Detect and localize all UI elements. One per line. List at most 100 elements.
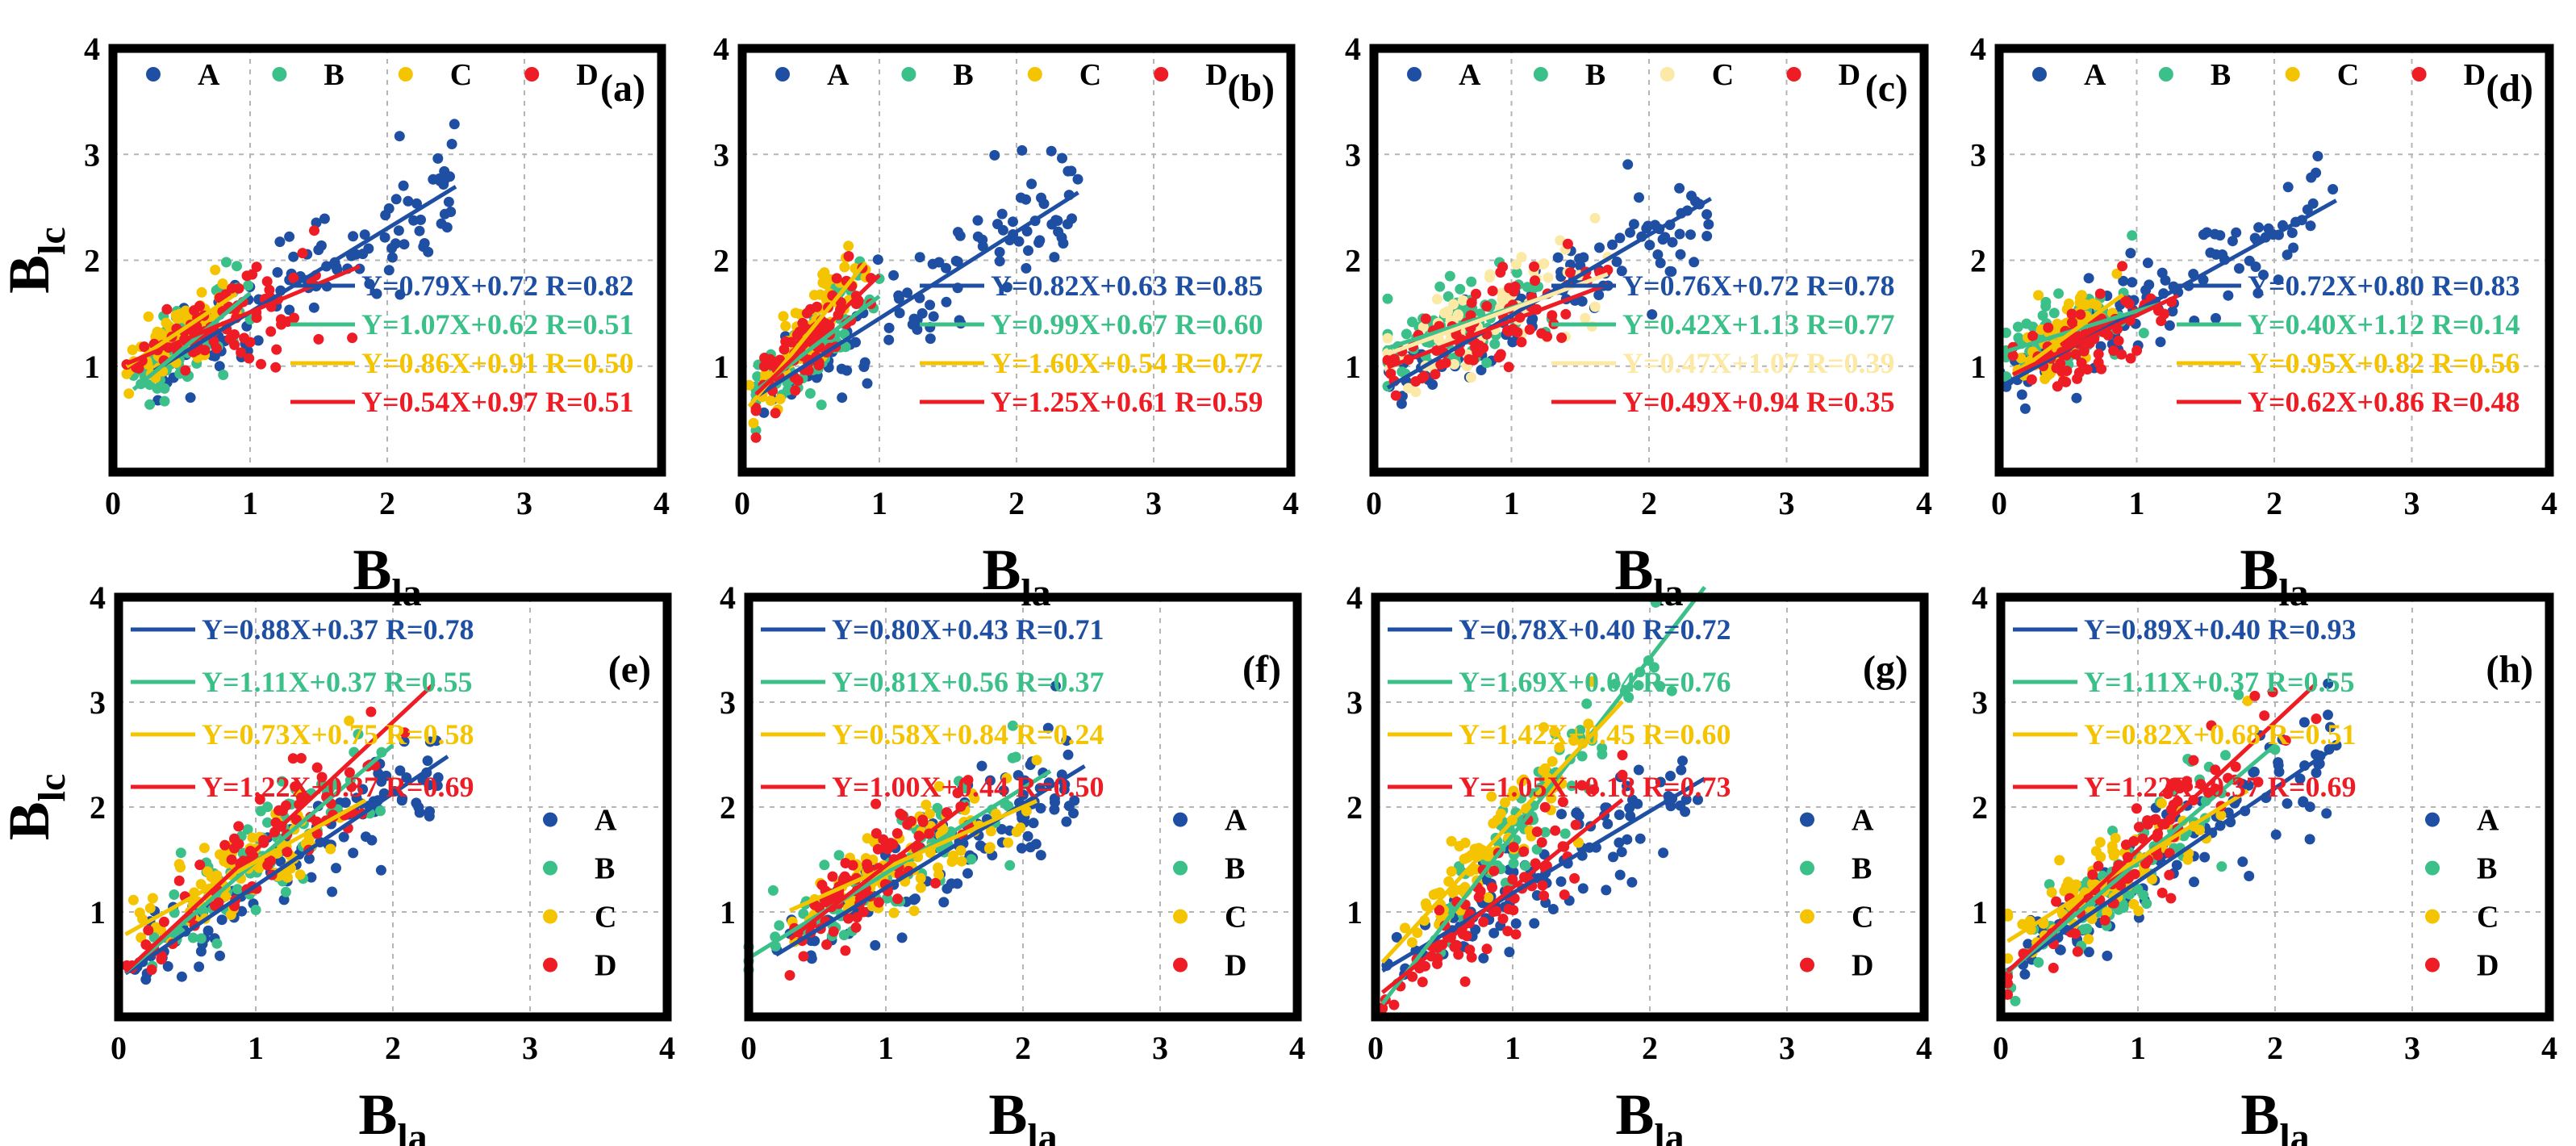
scatter-point-A xyxy=(2118,275,2129,286)
panel-label: (b) xyxy=(1227,67,1275,110)
scatter-point-A xyxy=(1507,337,1518,348)
x-tick-label: 2 xyxy=(1008,485,1025,521)
scatter-point-D xyxy=(313,333,324,345)
scatter-point-B xyxy=(2048,307,2060,319)
scatter-point-A xyxy=(806,953,817,964)
scatter-point-D xyxy=(1503,362,1514,373)
fit-equation-D: Y=0.62X+0.86 R=0.48 xyxy=(2248,386,2520,418)
legend-marker-C xyxy=(543,909,557,924)
x-axis-title-subscript: la xyxy=(1654,1116,1684,1146)
scatter-point-B xyxy=(1633,680,1644,691)
scatter-point-C xyxy=(134,907,145,918)
scatter-point-D xyxy=(213,897,224,908)
scatter-point-A xyxy=(386,252,398,263)
scatter-point-A xyxy=(2304,834,2315,845)
scatter-point-C xyxy=(1454,841,1465,851)
scatter-point-C xyxy=(144,902,156,914)
scatter-point-B xyxy=(819,860,830,871)
scatter-point-D xyxy=(2252,776,2264,788)
x-axis-title-subscript: la xyxy=(397,1116,427,1146)
scatter-point-A xyxy=(1008,216,1018,228)
fit-equation-A: Y=0.80X+0.43 R=0.71 xyxy=(832,613,1104,646)
scatter-point-D xyxy=(2128,836,2140,847)
scatter-point-D xyxy=(233,839,244,850)
scatter-point-A xyxy=(859,357,870,368)
scatter-point-A xyxy=(2237,779,2248,789)
scatter-point-B xyxy=(152,383,163,394)
scatter-point-C xyxy=(1462,852,1473,864)
legend-marker-D xyxy=(2411,67,2427,82)
fit-line-A xyxy=(1381,776,1706,973)
scatter-point-D xyxy=(287,753,299,764)
scatter-point-A xyxy=(1052,215,1063,226)
scatter-point-A xyxy=(1607,239,1618,250)
scatter-point-B xyxy=(774,920,785,931)
scatter-point-D xyxy=(236,347,247,358)
scatter-point-A xyxy=(1529,918,1540,929)
scatter-point-C xyxy=(1508,785,1519,797)
scatter-point-D xyxy=(282,316,294,327)
scatter-point-D xyxy=(1510,929,1522,940)
scatter-point-A xyxy=(2215,230,2226,241)
scatter-point-C xyxy=(202,866,213,877)
scatter-point-A xyxy=(436,218,447,229)
scatter-point-A xyxy=(1050,680,1061,692)
scatter-point-D xyxy=(1557,797,1568,808)
scatter-point-B xyxy=(1581,698,1593,709)
scatter-point-C xyxy=(2015,353,2027,364)
legend-label-B: B xyxy=(2477,852,2497,886)
scatter-point-B xyxy=(242,824,253,835)
x-tick-label: 3 xyxy=(522,1030,538,1066)
scatter-point-C xyxy=(760,369,771,380)
scatter-point-A xyxy=(2253,222,2265,233)
scatter-point-C xyxy=(1583,718,1594,730)
scatter-point-A xyxy=(1608,851,1618,863)
scatter-point-A xyxy=(1658,847,1669,859)
legend-marker-B xyxy=(1173,860,1188,876)
scatter-point-B xyxy=(932,802,943,813)
scatter-point-A xyxy=(303,853,315,864)
scatter-point-C xyxy=(1406,937,1417,948)
scatter-point-D xyxy=(247,269,258,280)
scatter-point-D xyxy=(1570,819,1581,830)
scatter-point-D xyxy=(2168,799,2179,810)
scatter-point-D xyxy=(244,353,255,364)
scatter-point-A xyxy=(2282,182,2294,193)
x-tick-label: 3 xyxy=(516,485,532,521)
scatter-point-A xyxy=(2321,808,2332,819)
scatter-point-C xyxy=(1546,793,1557,804)
scatter-point-C xyxy=(915,882,926,893)
scatter-point-D xyxy=(1434,905,1445,916)
scatter-point-A xyxy=(2312,151,2323,161)
scatter-point-D xyxy=(254,794,265,805)
legend-label-C: C xyxy=(2337,58,2359,92)
x-tick-label: 4 xyxy=(2541,485,2557,521)
legend-label-D: D xyxy=(576,58,598,92)
x-tick-label: 0 xyxy=(741,1030,757,1066)
scatter-point-D xyxy=(1531,826,1543,838)
scatter-point-D xyxy=(265,326,277,337)
legend: A B C D xyxy=(1407,58,1860,92)
scatter-point-A xyxy=(1625,227,1635,238)
scatter-point-C xyxy=(1516,776,1527,787)
fit-equations: Y=0.72X+0.80 R=0.83 Y=0.40X+1.12 R=0.14 Y=… xyxy=(2177,270,2520,418)
scatter-point-B xyxy=(187,932,198,943)
y-tick-label: 3 xyxy=(84,136,100,173)
scatter-point-A xyxy=(972,215,983,226)
scatter-point-A xyxy=(364,278,375,290)
scatter-point-C xyxy=(198,843,210,854)
scatter-point-A xyxy=(1576,295,1588,307)
scatter-point-C xyxy=(1568,735,1580,747)
scatter-point-A xyxy=(371,288,382,299)
scatter-point-C xyxy=(1500,797,1510,808)
scatter-point-A xyxy=(1552,252,1564,263)
scatter-point-C xyxy=(1539,258,1550,270)
scatter-point-A xyxy=(1504,947,1515,958)
y-tick-label: 2 xyxy=(1345,243,1361,279)
scatter-point-A xyxy=(399,736,410,747)
scatter-point-B xyxy=(2021,318,2032,329)
scatter-point-D xyxy=(1481,943,1493,955)
scatter-point-A xyxy=(1016,843,1027,854)
panel-label: (g) xyxy=(1863,648,1908,691)
